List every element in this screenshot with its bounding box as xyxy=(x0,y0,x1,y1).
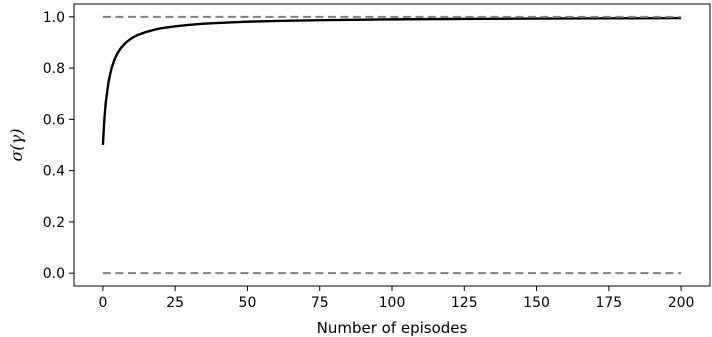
x-tick-label: 0 xyxy=(98,295,107,311)
y-tick-label: 1.0 xyxy=(43,10,65,26)
x-tick-label: 75 xyxy=(311,295,329,311)
y-tick-label: 0.0 xyxy=(43,266,65,282)
series-layer xyxy=(101,15,682,275)
x-axis-label: Number of episodes xyxy=(317,319,468,337)
y-tick-label: 0.4 xyxy=(43,164,65,180)
y-axis: 0.0 0.2 0.4 0.6 0.8 1.0 xyxy=(43,10,74,282)
x-axis: 0 25 50 75 100 125 150 175 200 xyxy=(98,286,694,311)
x-tick-label: 175 xyxy=(595,295,622,311)
x-tick-label: 200 xyxy=(668,295,695,311)
x-tick-label: 50 xyxy=(239,295,257,311)
x-tick-label: 125 xyxy=(451,295,478,311)
x-tick-label: 150 xyxy=(523,295,550,311)
x-tick-label: 100 xyxy=(379,295,406,311)
y-tick-label: 0.6 xyxy=(43,112,65,128)
x-tick-label: 25 xyxy=(166,295,184,311)
y-axis-label: σ(γ) xyxy=(7,129,26,162)
y-tick-label: 0.8 xyxy=(43,61,65,77)
plot-frame xyxy=(73,3,711,287)
y-tick-label: 0.2 xyxy=(43,215,65,231)
series-line xyxy=(101,16,682,146)
